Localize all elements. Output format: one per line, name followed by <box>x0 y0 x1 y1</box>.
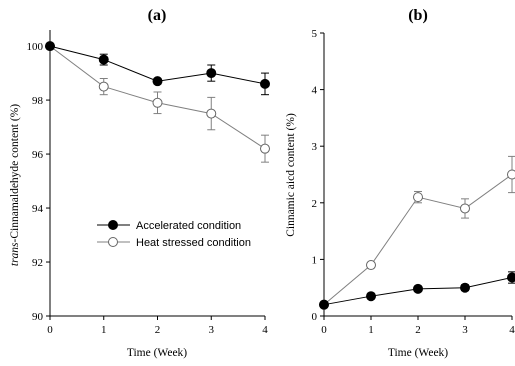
panel-b-series-1-point <box>366 260 376 271</box>
panel-a-y-label: trans-Cinnamaldehyde content (%) <box>9 104 21 266</box>
panel-a-series-0-point <box>206 68 217 79</box>
panel-b-series <box>319 155 515 310</box>
panel-b-x-label: Time (Week) <box>388 347 448 359</box>
panel-b-y-tick-label: 0 <box>312 311 318 323</box>
panel-b-series-0-point <box>460 282 470 293</box>
panel-a-y-tick-label: 100 <box>27 41 44 53</box>
panel-b-y-tick-label: 5 <box>312 28 318 40</box>
panel-b-series-0-point <box>319 299 329 310</box>
panel-b-series-1-point <box>460 203 470 214</box>
panel-b-x-tick-label: 2 <box>415 324 421 336</box>
panel-a-series-1-point <box>98 81 109 92</box>
panel-a-y-label-rest: -Cinnamaldehyde content (%) <box>9 104 21 243</box>
legend-marker-1 <box>108 237 118 247</box>
panel-b-ticks: 0 1 2 3 4 0 1 2 3 4 5 <box>312 28 515 336</box>
panel-b-y-tick-label: 3 <box>312 141 318 153</box>
panel-a-x-tick-label: 1 <box>101 324 107 336</box>
panel-a-y-tick-label: 98 <box>32 95 44 107</box>
panel-a-series <box>45 41 270 163</box>
panel-b-y-label: Cinnamic aicd content (%) <box>285 113 297 237</box>
panel-b-y-tick-label: 2 <box>312 198 318 210</box>
panel-b-x-tick-label: 3 <box>462 324 468 336</box>
panel-a-y-tick-label: 92 <box>32 257 43 269</box>
panel-a-x-tick-label: 0 <box>47 324 53 336</box>
panel-a-legend: Accelerated condition Heat stressed condi… <box>97 220 251 249</box>
panel-b-title: (b) <box>408 7 428 24</box>
panel-b-x-tick-label: 0 <box>321 324 327 336</box>
panel-a-x-tick-label: 2 <box>155 324 161 336</box>
panel-b-x-tick-label: 4 <box>509 324 515 336</box>
panel-b: (b) Time (Week) Cinnamic aicd content (%… <box>285 7 515 359</box>
legend-marker-0 <box>108 220 118 230</box>
panel-a-y-tick-label: 90 <box>32 311 44 323</box>
panel-a-series-1-point <box>260 143 270 154</box>
panel-b-y-tick-label: 1 <box>312 254 318 266</box>
panel-a-x-tick-label: 4 <box>262 324 268 336</box>
legend-label-1: Heat stressed condition <box>136 237 251 249</box>
panel-b-series-1-point <box>507 169 515 180</box>
panel-a-series-1-point <box>152 97 163 108</box>
panel-a-y-tick-label: 94 <box>32 203 44 215</box>
panel-b-series-0-point <box>507 272 515 283</box>
panel-a-y-label-prefix: trans <box>9 242 21 266</box>
panel-a-x-tick-label: 3 <box>209 324 215 336</box>
legend-label-0: Accelerated condition <box>136 220 241 232</box>
panel-a-series-0-point <box>260 78 270 89</box>
panel-b-series-0-point <box>366 291 376 302</box>
panel-b-x-tick-label: 1 <box>368 324 374 336</box>
panel-b-series-1-point <box>413 192 423 203</box>
panel-a: (a) Time (Week) trans-Cinnamaldehyde con… <box>9 7 270 359</box>
panel-b-y-tick-label: 4 <box>312 85 318 97</box>
panel-a-title: (a) <box>148 7 167 24</box>
panel-b-series-0-point <box>413 283 423 294</box>
panel-a-series-0-point <box>98 54 109 65</box>
panel-a-series-0-point <box>45 41 55 52</box>
panel-a-series-1-point <box>206 108 217 119</box>
panel-a-y-tick-label: 96 <box>32 149 44 161</box>
panel-a-x-label: Time (Week) <box>127 347 187 359</box>
panel-a-series-0-point <box>152 76 163 87</box>
panel-a-ticks: 0 1 2 3 4 90 92 94 96 98 100 <box>27 41 269 336</box>
